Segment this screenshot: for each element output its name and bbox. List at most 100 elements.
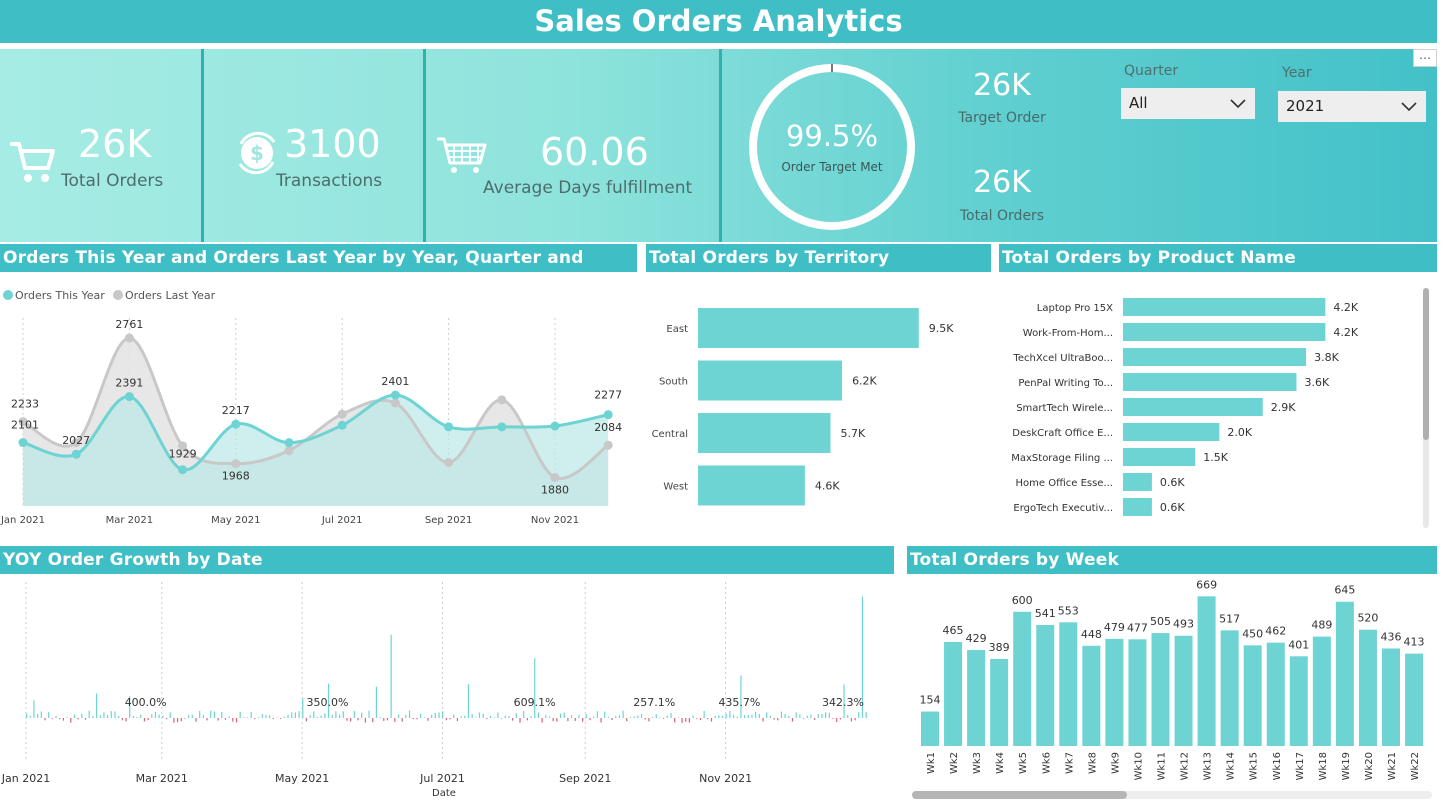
product-value: 0.6K bbox=[1160, 501, 1185, 514]
legend-label: Orders This Year bbox=[15, 289, 105, 302]
yoy-bar bbox=[714, 715, 716, 718]
kpi-divider bbox=[201, 49, 204, 242]
week-label: Wk22 bbox=[1410, 752, 1421, 780]
yoy-bar bbox=[92, 715, 94, 718]
yoy-bar bbox=[534, 658, 536, 718]
more-options-button[interactable]: … bbox=[1413, 49, 1437, 67]
yoy-bar bbox=[677, 717, 679, 718]
product-label: TechXcel UltraBoo... bbox=[1012, 353, 1113, 364]
yoy-bar bbox=[169, 712, 171, 718]
x-tick-label: Jan 2021 bbox=[0, 515, 45, 526]
yoy-bar bbox=[44, 718, 46, 721]
data-label: 2277 bbox=[594, 389, 622, 402]
week-label: Wk6 bbox=[1041, 752, 1052, 774]
week-label: Wk21 bbox=[1387, 752, 1398, 780]
week-bar bbox=[921, 711, 939, 746]
yoy-bar bbox=[438, 712, 440, 718]
yoy-bar bbox=[795, 712, 797, 718]
yoy-bar bbox=[788, 715, 790, 718]
yoy-bar bbox=[836, 718, 838, 723]
yoy-bar bbox=[475, 717, 477, 718]
yoy-header: YOY Order Growth by Date bbox=[0, 546, 894, 574]
yoy-bar bbox=[327, 683, 330, 718]
yoy-bar bbox=[316, 717, 319, 718]
gauge-label: Order Target Met bbox=[781, 160, 883, 174]
yoy-bar bbox=[294, 712, 296, 718]
yoy-bar bbox=[239, 711, 241, 718]
yoy-bar bbox=[232, 718, 234, 722]
year-dropdown[interactable]: 2021 bbox=[1278, 91, 1426, 122]
data-point bbox=[603, 440, 613, 450]
product-label: SmartTech Wirele... bbox=[1016, 403, 1113, 414]
week-value: 413 bbox=[1404, 636, 1425, 649]
data-point bbox=[603, 410, 613, 420]
product-label: DeskCraft Office E... bbox=[1012, 428, 1113, 439]
yoy-bar bbox=[456, 718, 459, 721]
yoy-bar bbox=[62, 718, 65, 721]
week-label: Wk1 bbox=[926, 752, 937, 774]
product-label: MaxStorage Filing ... bbox=[1011, 453, 1113, 464]
data-point bbox=[337, 409, 347, 419]
territory-value: 6.2K bbox=[852, 375, 877, 388]
yoy-bar bbox=[147, 718, 149, 720]
yoy-bar bbox=[523, 711, 525, 718]
svg-text:$: $ bbox=[250, 141, 264, 165]
yoy-bar bbox=[140, 714, 142, 718]
yoy-bar bbox=[73, 714, 76, 718]
product-bar bbox=[1123, 373, 1297, 391]
yoy-bar bbox=[563, 712, 565, 718]
transactions-value: 3100 bbox=[284, 122, 381, 166]
yoy-bar bbox=[501, 718, 503, 719]
week-label: Wk19 bbox=[1341, 752, 1352, 780]
yoy-bar bbox=[585, 713, 587, 718]
territory-bar bbox=[698, 465, 805, 506]
data-label: 1968 bbox=[222, 470, 250, 483]
yoy-bar bbox=[350, 718, 352, 722]
yoy-bar bbox=[777, 718, 779, 721]
yoy-bar bbox=[486, 718, 488, 719]
yoy-bar bbox=[453, 714, 455, 718]
week-bar bbox=[1335, 601, 1354, 746]
yoy-bar bbox=[799, 714, 801, 718]
territory-bar bbox=[698, 308, 919, 348]
data-label: 2084 bbox=[594, 421, 622, 434]
yoy-bar bbox=[570, 715, 573, 718]
week-bar bbox=[1036, 624, 1055, 746]
yoy-bar bbox=[699, 718, 702, 721]
yoy-bar bbox=[243, 717, 245, 718]
yoy-bar bbox=[847, 714, 849, 718]
week-label: Wk20 bbox=[1364, 752, 1375, 780]
yoy-bar bbox=[368, 710, 370, 718]
avg-days-label: Average Days fulfillment bbox=[483, 178, 693, 198]
yoy-bar bbox=[707, 718, 709, 720]
product-header: Total Orders by Product Name bbox=[999, 244, 1437, 272]
quarter-dropdown[interactable]: All bbox=[1121, 88, 1255, 119]
yoy-bar bbox=[431, 714, 433, 718]
yoy-bar bbox=[611, 718, 613, 721]
week-label: Wk17 bbox=[1295, 752, 1306, 780]
yoy-bar bbox=[471, 714, 473, 718]
yoy-bar bbox=[107, 715, 109, 718]
x-axis-title: Date bbox=[432, 788, 456, 799]
gauge-value: 99.5% bbox=[785, 119, 879, 153]
week-value: 645 bbox=[1334, 584, 1355, 597]
week-label: Wk4 bbox=[995, 752, 1006, 774]
yoy-bar bbox=[442, 711, 444, 718]
week-bar bbox=[1197, 596, 1216, 746]
yoy-bar bbox=[732, 715, 735, 718]
data-label: 1929 bbox=[169, 448, 197, 461]
data-point bbox=[550, 421, 560, 431]
yoy-bar bbox=[305, 718, 308, 722]
yoy-bar bbox=[762, 718, 764, 722]
chevron-down-icon bbox=[1230, 99, 1246, 109]
yoy-bar bbox=[372, 718, 374, 723]
week-bar bbox=[1013, 611, 1032, 746]
week-bar bbox=[1243, 645, 1262, 746]
week-value: 505 bbox=[1150, 615, 1171, 628]
week-bar bbox=[1289, 656, 1308, 746]
yoy-bar bbox=[88, 710, 90, 718]
yoy-bar bbox=[346, 718, 348, 721]
territory-label: Central bbox=[652, 429, 688, 440]
yoy-bar bbox=[158, 714, 160, 718]
yoy-bar bbox=[559, 713, 562, 718]
